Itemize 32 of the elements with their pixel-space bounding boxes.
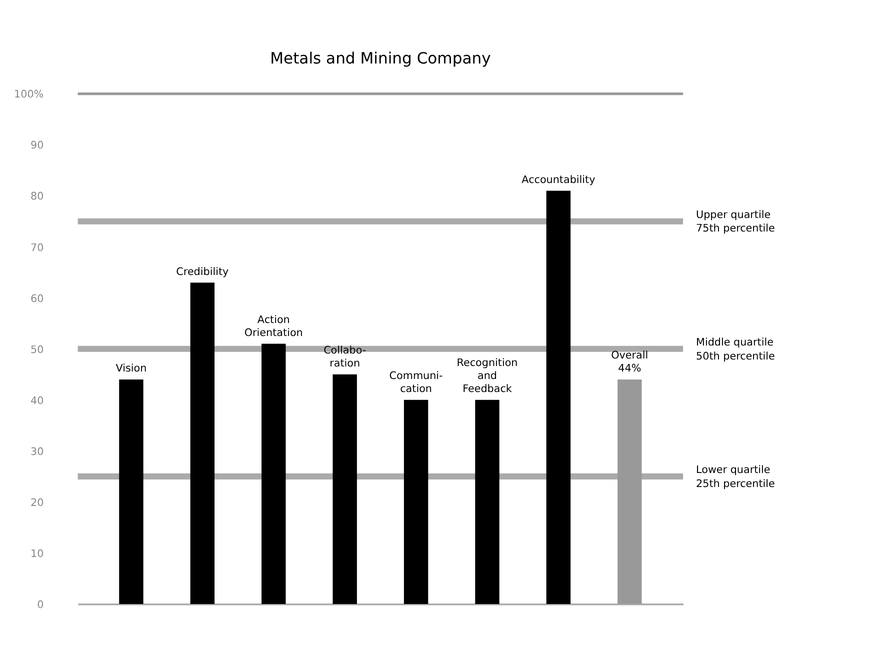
x-tick-label: Accountability (522, 174, 596, 186)
y-tick-label: 50 (30, 344, 44, 356)
y-tick-label: 10 (30, 548, 44, 560)
x-tick-label: Overall (611, 350, 648, 362)
x-tick-label: Recognition and Feedback (456, 357, 518, 396)
bar (404, 400, 428, 604)
y-tick-label: 90 (30, 140, 44, 152)
y-tick-label: 0 (37, 598, 44, 611)
y-tick-label: 60 (30, 292, 44, 305)
bar (262, 344, 286, 604)
bar (190, 282, 215, 604)
bar (119, 379, 144, 604)
ref-line-label: Middle quartile 50th percentile (696, 336, 775, 362)
bar (546, 190, 571, 604)
data-label: 44% (618, 362, 642, 375)
x-tick-label: Credibility (176, 266, 229, 278)
y-tick-label: 70 (30, 242, 44, 254)
ref-line-label: Lower quartile 25th percentile (696, 464, 775, 490)
y-tick-label: 80 (30, 190, 44, 203)
y-tick-label: 40 (30, 394, 44, 407)
bar (618, 379, 642, 604)
bar (332, 374, 357, 604)
chart-title: Metals and Mining Company (270, 50, 491, 68)
y-tick-label: 100% (14, 88, 44, 101)
bar (475, 400, 500, 604)
y-tick-label: 20 (30, 496, 44, 509)
x-tick-label: Communi- cation (389, 370, 444, 396)
y-tick-label: 30 (30, 446, 44, 458)
x-tick-label: Vision (116, 362, 147, 375)
x-tick-label: Action Orientation (244, 314, 303, 340)
x-tick-label: Collabo- ration (324, 344, 366, 370)
ref-line-label: Upper quartile 75th percentile (696, 208, 775, 235)
